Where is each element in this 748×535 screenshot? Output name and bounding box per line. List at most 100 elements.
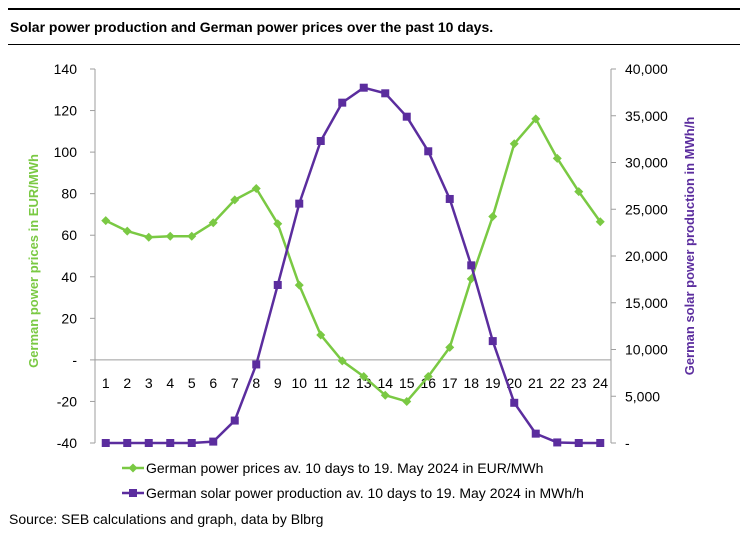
solar-point [574, 439, 583, 447]
right-tick-label: 30,000 [625, 155, 668, 171]
x-tick-label: 21 [528, 375, 544, 391]
right-tick-label: 40,000 [625, 61, 668, 77]
price-point [402, 396, 412, 406]
price-point [165, 231, 175, 241]
price-point [101, 216, 111, 226]
price-series-line [105, 117, 602, 403]
x-tick-label: 6 [209, 375, 217, 391]
solar-point [166, 439, 175, 447]
solar-point [445, 194, 454, 203]
solar-point [129, 489, 137, 497]
x-tick-label: 18 [463, 375, 479, 391]
left-tick-label: 40 [61, 269, 77, 285]
source-note: Source: SEB calculations and graph, data… [9, 511, 324, 527]
solar-point [510, 398, 519, 407]
price-point [488, 212, 498, 222]
x-tick-label: 11 [313, 375, 328, 391]
right-tick-label: 25,000 [625, 201, 668, 217]
price-point [251, 183, 261, 193]
solar-series-line [105, 86, 601, 445]
x-tick-label: 2 [123, 375, 131, 391]
right-tick-label: 15,000 [625, 295, 668, 311]
solar-point [338, 98, 347, 107]
x-tick-label: 22 [549, 375, 565, 391]
x-tick-label: 20 [506, 375, 522, 391]
x-tick-label: 7 [231, 375, 239, 391]
price-point [294, 280, 304, 290]
price-point [128, 463, 138, 473]
left-tick-label: -20 [57, 393, 77, 409]
left-tick-label: 60 [61, 227, 77, 243]
legend-label: German solar power production av. 10 day… [146, 485, 584, 501]
solar-point [553, 438, 562, 447]
x-tick-label: 4 [166, 375, 174, 391]
price-point [144, 232, 154, 242]
left-tick-label: - [72, 352, 77, 368]
solar-point [209, 437, 218, 446]
x-tick-label: 16 [420, 375, 436, 391]
price-point [423, 372, 433, 382]
x-tick-label: 3 [145, 375, 153, 391]
x-tick-label: 12 [334, 375, 350, 391]
left-tick-label: 100 [54, 144, 78, 160]
solar-point [402, 112, 411, 121]
price-point [337, 356, 347, 366]
chart-title: Solar power production and German power … [10, 19, 494, 35]
left-tick-label: 20 [61, 310, 77, 326]
price-point [552, 153, 562, 163]
right-tick-label: - [625, 435, 630, 451]
price-point [531, 114, 541, 124]
solar-point [424, 147, 433, 156]
price-point [122, 226, 132, 236]
left-axis-title: German power prices in EUR/MWh [26, 154, 41, 368]
solar-point [467, 261, 476, 270]
solar-point [101, 439, 110, 447]
top-rule [8, 8, 740, 10]
left-tick-label: -40 [57, 435, 77, 451]
x-tick-label: 17 [442, 375, 458, 391]
x-tick-label: 9 [274, 375, 282, 391]
x-tick-label: 14 [377, 375, 393, 391]
price-point [380, 390, 390, 400]
title-rule [8, 44, 740, 45]
solar-point [381, 89, 390, 98]
price-point [595, 217, 605, 227]
solar-point [596, 439, 605, 447]
price-point [509, 139, 519, 149]
solar-point [295, 199, 304, 208]
price-point [273, 219, 283, 229]
price-point [316, 330, 326, 340]
x-tick-label: 23 [571, 375, 587, 391]
solar-point [316, 136, 325, 145]
solar-point [230, 416, 239, 425]
legend-label: German power prices av. 10 days to 19. M… [146, 460, 543, 476]
x-tick-label: 5 [188, 375, 196, 391]
left-tick-label: 120 [54, 103, 78, 119]
right-axis-title: German solar power production in MWh/h [682, 117, 697, 376]
x-tick-label: 8 [252, 375, 260, 391]
solar-point [123, 439, 132, 447]
solar-point [359, 83, 368, 92]
solar-point [187, 439, 196, 447]
price-point [208, 218, 218, 228]
left-tick-label: 80 [61, 186, 77, 202]
solar-point [273, 280, 282, 289]
left-tick-label: 140 [54, 61, 78, 77]
price-point [187, 231, 197, 241]
right-tick-label: 5,000 [625, 388, 660, 404]
x-tick-label: 19 [485, 375, 501, 391]
solar-point [531, 429, 540, 438]
solar-point [252, 360, 261, 369]
x-tick-label: 15 [399, 375, 415, 391]
price-point [230, 195, 240, 205]
price-point [359, 372, 369, 382]
price-point [445, 342, 455, 352]
x-tick-label: 1 [102, 375, 110, 391]
solar-point [144, 439, 153, 447]
solar-point [488, 337, 497, 346]
x-tick-label: 10 [291, 375, 307, 391]
price-point [574, 187, 584, 197]
right-tick-label: 20,000 [625, 248, 668, 264]
right-tick-label: 10,000 [625, 342, 668, 358]
